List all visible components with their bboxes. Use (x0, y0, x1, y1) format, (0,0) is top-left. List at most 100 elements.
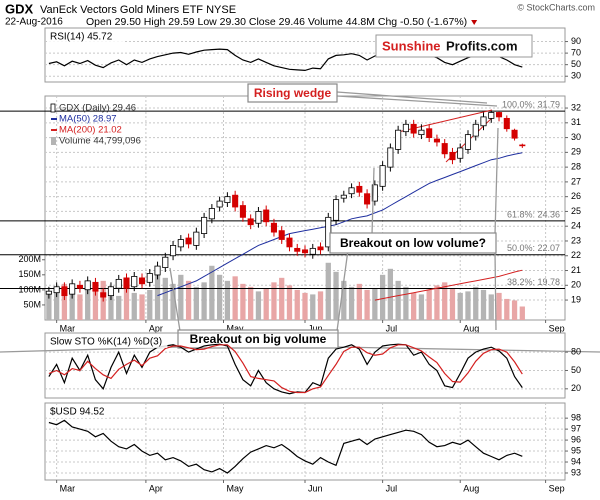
candle-body (519, 144, 526, 147)
annotation-connector (494, 251, 497, 331)
annotation-connector (169, 267, 181, 332)
level-label: 50.0%: 22.07 (507, 243, 560, 253)
candle-body (53, 286, 60, 294)
candle-body (255, 211, 262, 224)
y2-tick-label: 100M (18, 284, 41, 294)
candle-body (433, 138, 440, 143)
candle-body (162, 256, 169, 268)
candle-body (286, 237, 293, 248)
volume-bar (356, 283, 362, 320)
legend-label: MA(200) 21.02 (59, 125, 122, 136)
down-triangle (471, 20, 478, 25)
y-tick-label: 94 (571, 456, 581, 466)
annotation-connector (336, 249, 349, 332)
volume-bar (193, 286, 199, 320)
volume-bar (395, 280, 401, 320)
candle-body (263, 209, 270, 223)
x-tick-label: Jun (308, 483, 323, 493)
x-tick-label: Sep (549, 483, 565, 493)
candle-body (418, 129, 425, 136)
volume-bar (46, 291, 52, 320)
logo-red: Sunshine (382, 38, 441, 53)
candle-body (371, 184, 378, 202)
volume-bar (201, 282, 207, 320)
annotation-connector (336, 95, 498, 107)
y-tick-label: 93 (571, 467, 581, 477)
panel-title: Slow STO %K(14) %D(3) (50, 337, 162, 348)
candle-body (131, 276, 138, 288)
candle-body (333, 199, 340, 221)
candle-body (247, 218, 254, 226)
annotation-text: Breakout on big volume (190, 332, 327, 346)
candle-body (100, 292, 107, 298)
y-tick-label: 95 (571, 445, 581, 455)
volume-bar (77, 294, 83, 320)
x-tick-label: Jun (308, 323, 323, 333)
candle-body (480, 116, 487, 127)
volume-bar (457, 292, 463, 320)
security-name: VanEck Vectors Gold Miners ETF NYSE (40, 4, 236, 16)
volume-bar (286, 285, 293, 320)
panel-title: RSI(14) 45.72 (50, 32, 113, 43)
volume-bar (442, 282, 448, 320)
copyright: © StockCharts.com (517, 2, 595, 12)
candle-body (495, 112, 503, 118)
volume-bar (496, 292, 502, 320)
volume-bar (162, 277, 168, 320)
candle-body (309, 247, 316, 255)
x-tick-label: Aug (463, 323, 479, 333)
volume-bar (519, 306, 525, 320)
y-tick-label: 25 (571, 206, 581, 216)
y-tick-label: 29 (571, 147, 581, 157)
volume-bar (147, 289, 153, 320)
candle-body (216, 200, 223, 208)
volume-bar (333, 271, 339, 320)
candle-body (92, 281, 99, 292)
volume-bar (504, 298, 510, 320)
x-tick-label: Sep (549, 323, 565, 333)
x-tick-label: Jul (386, 483, 398, 493)
volume-bar (185, 280, 192, 320)
indicator-line (48, 419, 523, 474)
panel-frame (44, 27, 566, 83)
annotation-text: Breakout on low volume? (340, 236, 486, 250)
legend-label: MA(50) 28.97 (59, 114, 117, 125)
volume-bar (473, 286, 479, 320)
candle-body (138, 277, 146, 285)
y-tick-label: 28 (571, 162, 581, 172)
candle-body (201, 216, 208, 234)
x-tick-label: May (227, 483, 245, 493)
y2-tick-label: 150M (18, 269, 41, 279)
volume-bar (232, 276, 238, 320)
indicator-line (48, 344, 523, 394)
volume-bar (178, 274, 184, 320)
candle-body (146, 273, 153, 283)
y-tick-label: 30 (571, 71, 581, 81)
volume-bar (511, 300, 518, 320)
x-tick-label: Jul (386, 323, 398, 333)
candle-body (503, 117, 510, 130)
volume-bar (294, 289, 300, 320)
volume-bar (240, 283, 246, 320)
moving-average (374, 269, 523, 301)
candle-body (232, 194, 239, 208)
candle-body (154, 265, 161, 276)
y-tick-label: 50 (571, 365, 581, 375)
annotation-connector (371, 167, 375, 235)
volume-bar (434, 285, 440, 320)
volume-bar (131, 292, 137, 320)
volume-bar (449, 288, 456, 320)
candle-body (177, 239, 184, 248)
candle-body (45, 290, 52, 295)
legend-label: Volume 44,799,096 (59, 136, 141, 147)
candle-body (224, 196, 231, 203)
annotation-box (177, 329, 339, 349)
volume-bar (216, 274, 223, 320)
volume-bar (271, 282, 277, 320)
y2-tick-label: 50M (23, 299, 41, 309)
volume-bar (348, 286, 355, 320)
volume-bar (426, 289, 432, 320)
candle-body (488, 112, 495, 119)
volume-bar (403, 286, 409, 320)
x-tick-label: Apr (149, 323, 163, 333)
